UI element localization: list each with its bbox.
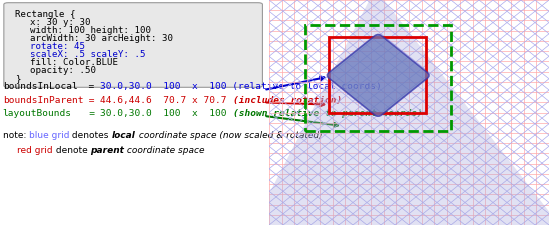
- Text: 44.6,44.6  70.7 x 70.7: 44.6,44.6 70.7 x 70.7: [100, 96, 233, 105]
- Text: 30.0,30.0  100  x  100 (relative to local coords): 30.0,30.0 100 x 100 (relative to local c…: [100, 82, 382, 91]
- Text: boundsInParent: boundsInParent: [3, 96, 83, 105]
- Text: boundsInLocal: boundsInLocal: [3, 82, 77, 91]
- Text: scaleX: .5 scaleY: .5: scaleX: .5 scaleY: .5: [30, 50, 145, 59]
- Text: coordinate space: coordinate space: [124, 146, 205, 155]
- Text: coordinate space (now scaled & rotated): coordinate space (now scaled & rotated): [136, 130, 322, 140]
- Text: x: 30 y: 30: x: 30 y: 30: [30, 18, 91, 27]
- Text: =: =: [72, 109, 100, 118]
- Text: 30.0,30.0  100  x  100: 30.0,30.0 100 x 100: [100, 109, 233, 118]
- Text: denotes: denotes: [70, 130, 112, 140]
- Text: =: =: [77, 82, 100, 91]
- Text: denote: denote: [53, 146, 91, 155]
- Bar: [305, 25, 451, 130]
- FancyBboxPatch shape: [4, 3, 262, 87]
- Text: note:: note:: [3, 130, 29, 140]
- Text: opacity: .50: opacity: .50: [30, 66, 96, 75]
- Text: (includes rotation): (includes rotation): [233, 96, 342, 105]
- Text: parent: parent: [91, 146, 124, 155]
- Text: local: local: [112, 130, 136, 140]
- Text: (shown relative to parent coords): (shown relative to parent coords): [233, 109, 423, 118]
- Text: width: 100 height: 100: width: 100 height: 100: [30, 26, 151, 35]
- Text: Rectangle {: Rectangle {: [15, 10, 75, 19]
- Text: blue grid: blue grid: [29, 130, 70, 140]
- Text: fill: Color.BLUE: fill: Color.BLUE: [30, 58, 118, 67]
- Text: red grid: red grid: [17, 146, 53, 155]
- Bar: [329, 37, 426, 112]
- Text: }: }: [15, 74, 20, 83]
- Text: =: =: [83, 96, 100, 105]
- FancyBboxPatch shape: [327, 34, 429, 116]
- Text: rotate: 45: rotate: 45: [30, 42, 85, 51]
- Text: layoutBounds: layoutBounds: [3, 109, 72, 118]
- Polygon shape: [241, 0, 549, 225]
- Text: arcWidth: 30 arcHeight: 30: arcWidth: 30 arcHeight: 30: [30, 34, 173, 43]
